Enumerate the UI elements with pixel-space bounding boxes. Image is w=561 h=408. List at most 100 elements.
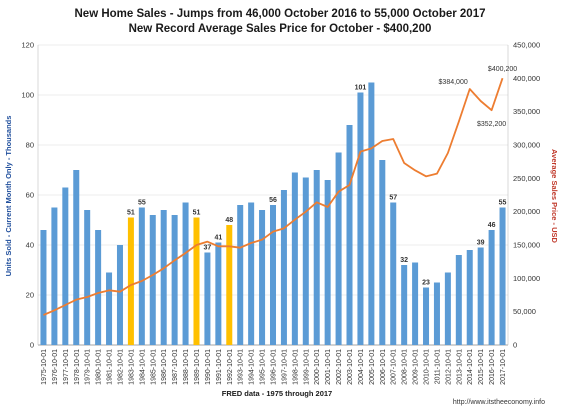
x-tick-label: 1995-10-01 — [260, 349, 267, 385]
x-tick-label: 2008-10-01 — [402, 349, 409, 385]
bar — [193, 217, 200, 345]
x-tick-label: 2016-10-01 — [489, 349, 496, 385]
bar — [313, 170, 320, 345]
x-tick-label: 1984-10-01 — [139, 349, 146, 385]
bar-value-label: 32 — [400, 257, 408, 264]
bar — [346, 125, 353, 345]
bar-value-label: 48 — [225, 217, 233, 224]
y2-tick-label: 300,000 — [513, 141, 540, 150]
x-tick-label: 1997-10-01 — [281, 349, 288, 385]
bar — [248, 202, 255, 345]
bar — [138, 207, 145, 345]
x-tick-label: 1976-10-01 — [52, 349, 59, 385]
x-tick-label: 1999-10-01 — [303, 349, 310, 385]
x-tick-label: 2003-10-01 — [347, 349, 354, 385]
x-axis: 1975-10-01 1976-10-01 1977-10-01 1978-10-01… — [41, 349, 507, 385]
bar — [455, 255, 462, 345]
y-tick-label: 40 — [26, 241, 34, 250]
bar — [95, 230, 102, 345]
bar — [291, 172, 298, 345]
x-tick-label: 1988-10-01 — [183, 349, 190, 385]
bar-value-label: 23 — [422, 280, 430, 287]
y-axis-left: 0 20 40 60 80 100 120 — [21, 41, 34, 350]
y2-tick-label: 200,000 — [513, 207, 540, 216]
bar-value-label: 51 — [127, 210, 135, 217]
bar — [127, 217, 134, 345]
bar — [237, 205, 244, 345]
bar — [171, 215, 178, 345]
bar-value-label: 41 — [214, 235, 222, 242]
y-tick-label: 60 — [26, 191, 34, 200]
gridlines — [37, 44, 509, 346]
y-tick-label: 120 — [21, 41, 34, 50]
bar — [259, 210, 266, 345]
x-tick-label: 2009-10-01 — [413, 349, 420, 385]
x-tick-label: 1983-10-01 — [128, 349, 135, 385]
x-tick-label: 2004-10-01 — [358, 349, 365, 385]
bar-value-label: 57 — [389, 195, 397, 202]
x-tick-label: 1991-10-01 — [216, 349, 223, 385]
x-tick-label: 1989-10-01 — [194, 349, 201, 385]
y2-tick-label: 400,000 — [513, 74, 540, 83]
y2-tick-label: 0 — [513, 341, 517, 350]
x-tick-label: 1992-10-01 — [227, 349, 234, 385]
x-tick-label: 1986-10-01 — [161, 349, 168, 385]
y2-tick-label: 350,000 — [513, 107, 540, 116]
bar — [499, 207, 506, 345]
x-tick-label: 2010-10-01 — [424, 349, 431, 385]
bar — [62, 187, 69, 345]
x-tick-label: 1990-10-01 — [205, 349, 212, 385]
bar-value-label: 37 — [204, 245, 212, 252]
x-tick-label: 2005-10-01 — [369, 349, 376, 385]
bar — [357, 92, 364, 345]
bar — [116, 245, 123, 345]
price-point-label: $384,000 — [439, 79, 468, 86]
y2-tick-label: 150,000 — [513, 241, 540, 250]
bar — [368, 82, 375, 345]
y-tick-label: 100 — [21, 91, 34, 100]
bar — [149, 215, 156, 345]
x-tick-label: 1987-10-01 — [172, 349, 179, 385]
bar — [204, 252, 211, 345]
x-tick-label: 1978-10-01 — [74, 349, 81, 385]
bar — [106, 272, 113, 345]
y2-axis-title: Average Sales Price - USD — [550, 149, 559, 244]
bar — [302, 177, 309, 345]
bar — [412, 262, 419, 345]
bar — [215, 242, 222, 345]
x-tick-label: 2014-10-01 — [467, 349, 474, 385]
bar — [379, 160, 386, 345]
bar-value-label: 55 — [499, 200, 507, 207]
chart-title: New Home Sales - Jumps from 46,000 Octob… — [75, 8, 486, 20]
bar — [335, 152, 342, 345]
bar — [160, 210, 167, 345]
bar — [280, 190, 287, 345]
y-axis-right: 0 50,000 100,000 150,000 200,000 250,000 300,0… — [513, 41, 540, 350]
bar-value-label: 101 — [355, 85, 367, 92]
x-axis-title: FRED data - 1975 through 2017 — [222, 389, 332, 398]
bar — [444, 272, 451, 345]
bar — [269, 205, 277, 345]
y2-tick-label: 450,000 — [513, 41, 540, 50]
bar-series — [40, 82, 506, 345]
bar — [466, 250, 473, 345]
bar — [488, 230, 495, 345]
bar-value-label: 46 — [488, 222, 496, 229]
price-point-label: $352,200 — [477, 121, 506, 128]
x-tick-label: 1975-10-01 — [41, 349, 48, 385]
bar-value-label: 51 — [193, 210, 201, 217]
price-point-label: $400,200 — [488, 66, 517, 73]
bar — [73, 170, 80, 345]
bar — [390, 202, 397, 345]
y2-tick-label: 50,000 — [513, 307, 536, 316]
x-tick-label: 1993-10-01 — [238, 349, 245, 385]
data-labels: 51555137414856101573223394655$384,000$35… — [127, 66, 517, 286]
x-tick-label: 1977-10-01 — [63, 349, 70, 385]
x-tick-label: 1982-10-01 — [117, 349, 124, 385]
bar-value-label: 55 — [138, 200, 146, 207]
x-tick-label: 1980-10-01 — [96, 349, 103, 385]
bar — [324, 180, 331, 345]
source-url: http://www.itstheeconomy.info — [453, 399, 545, 406]
